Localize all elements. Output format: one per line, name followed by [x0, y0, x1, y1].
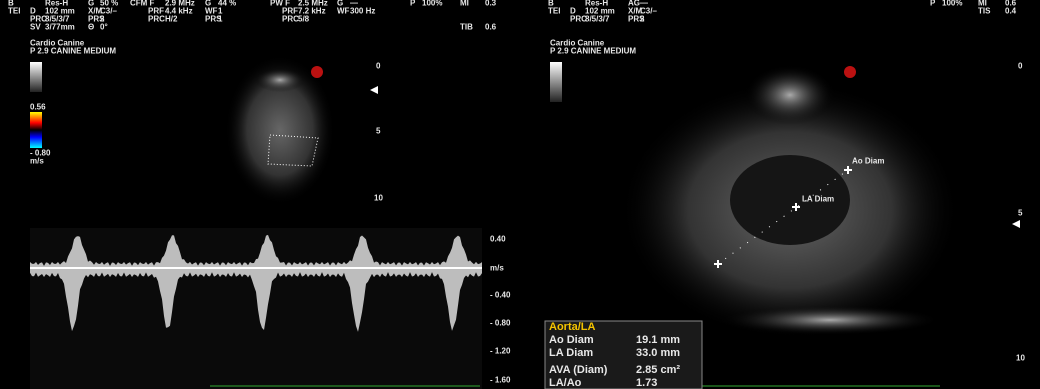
header-item: 0.4	[1005, 7, 1017, 16]
header-item: P	[930, 0, 936, 8]
measurement-cell: 2.85 cm²	[636, 364, 680, 376]
header-item: TIS	[978, 7, 991, 16]
caliper-label: LA Diam	[802, 195, 834, 204]
color-scale-label: 0.56	[30, 103, 46, 112]
header-item: 1	[218, 15, 223, 24]
header-item: 100%	[422, 0, 442, 8]
color-scale-label: m/s	[30, 157, 44, 166]
doppler-scale-label: - 0.80	[490, 319, 511, 328]
depth-label: 0	[1018, 62, 1023, 71]
header-item: 0.3	[485, 0, 497, 8]
header-item: 100%	[942, 0, 962, 8]
header-item: PRC	[148, 15, 165, 24]
measurement-title: Aorta/LA	[549, 321, 596, 333]
measurement-cell: 19.1 mm	[636, 334, 680, 346]
header-item: TIB	[460, 23, 473, 32]
header-item: Θ	[88, 23, 94, 32]
right-image	[545, 62, 1020, 389]
header-item: 3/77mm	[45, 23, 75, 32]
measurement-cell: Ao Diam	[549, 334, 594, 346]
preset: P 2.9 CANINE MEDIUM	[550, 47, 636, 56]
depth-label: 0	[376, 62, 381, 71]
header-item: WF	[337, 7, 350, 16]
header-item: TEI	[548, 7, 560, 16]
measurement-cell: 1.73	[636, 377, 657, 389]
header-item: 8/5/3/7	[585, 15, 610, 24]
header-item: TEI	[8, 7, 20, 16]
doppler-scale-label: - 1.60	[490, 376, 511, 385]
header-item: H/2	[165, 15, 178, 24]
header-item: 0°	[100, 23, 108, 32]
header-item: 0.6	[485, 23, 497, 32]
header-item: PRC	[282, 15, 299, 24]
measurement-cell: AVA (Diam)	[549, 364, 608, 376]
measurement-cell: LA Diam	[549, 347, 593, 359]
depth-label: 5	[376, 127, 381, 136]
depth-label: 5	[1018, 209, 1023, 218]
header-item: 5/8	[298, 15, 310, 24]
header-item: MI	[460, 0, 469, 8]
header-item: SV	[30, 23, 41, 32]
measurement-cell: LA/Ao	[549, 377, 582, 389]
header-item: 300 Hz	[350, 7, 375, 16]
ultrasound-screen: BRes-HG50 %CFM F2.9 MHzG44 %PW F2.5 MHzG…	[0, 0, 1040, 389]
depth-label: 10	[1016, 354, 1025, 363]
doppler-scale-label: m/s	[490, 264, 504, 273]
preset: P 2.9 CANINE MEDIUM	[30, 47, 116, 56]
depth-label: 10	[374, 194, 383, 203]
measurement-cell: 33.0 mm	[636, 347, 680, 359]
left-image	[30, 55, 482, 389]
header-item: P	[410, 0, 416, 8]
caliper-label: Ao Diam	[852, 157, 884, 166]
doppler-scale-label: - 1.20	[490, 347, 511, 356]
doppler-scale-label: - 0.40	[490, 291, 511, 300]
doppler-scale-label: 0.40	[490, 235, 506, 244]
header-item: 2	[640, 15, 645, 24]
